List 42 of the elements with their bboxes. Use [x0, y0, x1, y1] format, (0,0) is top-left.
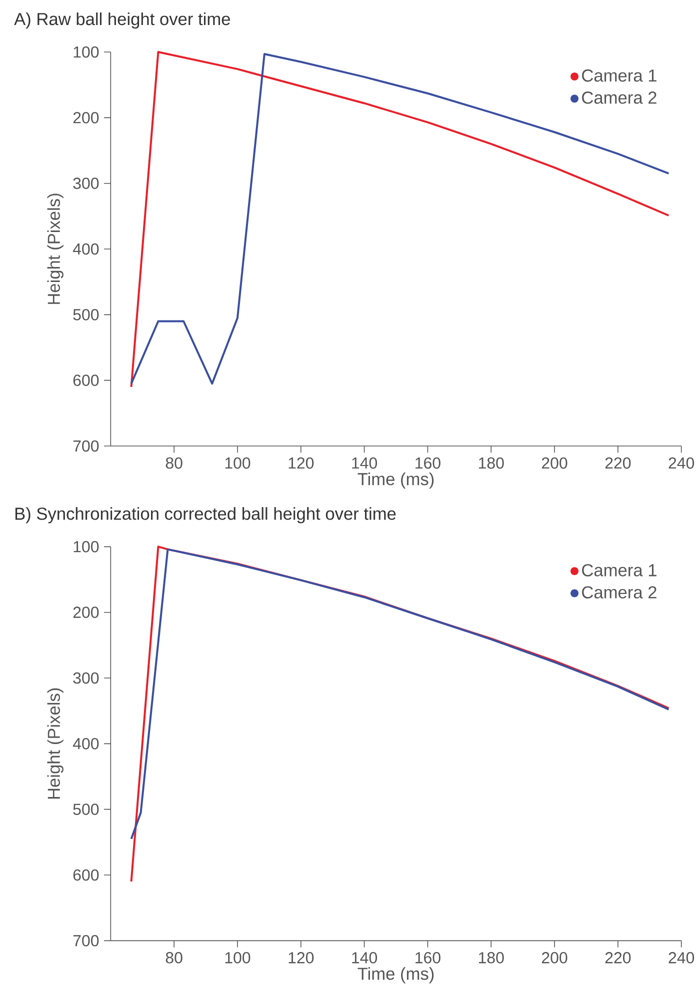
legend-label: Camera 2 [582, 586, 656, 598]
chart-title: A) Raw ball height over time [14, 12, 230, 29]
x-tick-label: 200 [542, 457, 568, 469]
y-tick-label: 600 [73, 374, 99, 386]
y-tick-label: 300 [73, 178, 99, 189]
x-tick-label: 120 [288, 952, 314, 964]
x-tick-label: 180 [478, 952, 504, 964]
x-axis-title: Time (ms) [358, 472, 434, 489]
y-tick-label: 400 [72, 738, 99, 750]
x-tick-label: 160 [416, 457, 440, 469]
y-tick-label: 100 [74, 46, 99, 58]
x-tick-label: 180 [478, 457, 504, 469]
x-tick-label: 220 [605, 457, 631, 469]
y-tick-label: 600 [73, 869, 99, 881]
x-tick-label: 80 [166, 952, 182, 964]
x-tick-label: 160 [416, 952, 440, 964]
x-tick-label: 100 [225, 952, 250, 964]
y-axis-title: Height (Pixels) [47, 688, 64, 799]
y-tick-label: 700 [73, 935, 99, 946]
x-tick-label: 200 [542, 952, 568, 964]
chart-title: B) Synchronization corrected ball height over time [15, 507, 396, 524]
x-tick-label: 240 [668, 457, 694, 469]
y-tick-label: 300 [73, 672, 99, 684]
y-tick-label: 100 [74, 541, 99, 552]
x-tick-label: 140 [352, 952, 378, 964]
x-axis-title: Time (ms) [358, 967, 434, 984]
x-tick-label: 120 [288, 457, 314, 469]
legend-label: Camera 1 [582, 564, 656, 576]
legend-label: Camera 1 [582, 69, 656, 82]
x-tick-label: 140 [352, 457, 378, 469]
y-tick-label: 500 [73, 309, 99, 320]
x-tick-label: 80 [166, 457, 182, 469]
x-tick-label: 100 [225, 457, 250, 469]
y-axis-title: Height (Pixels) [47, 194, 64, 304]
x-tick-label: 240 [668, 952, 694, 964]
y-tick-label: 500 [73, 804, 99, 815]
x-tick-label: 220 [605, 952, 631, 964]
y-tick-label: 700 [73, 440, 99, 452]
y-tick-label: 200 [73, 606, 99, 618]
y-tick-label: 200 [73, 112, 99, 124]
y-tick-label: 400 [72, 243, 99, 255]
legend-label: Camera 2 [582, 92, 656, 104]
